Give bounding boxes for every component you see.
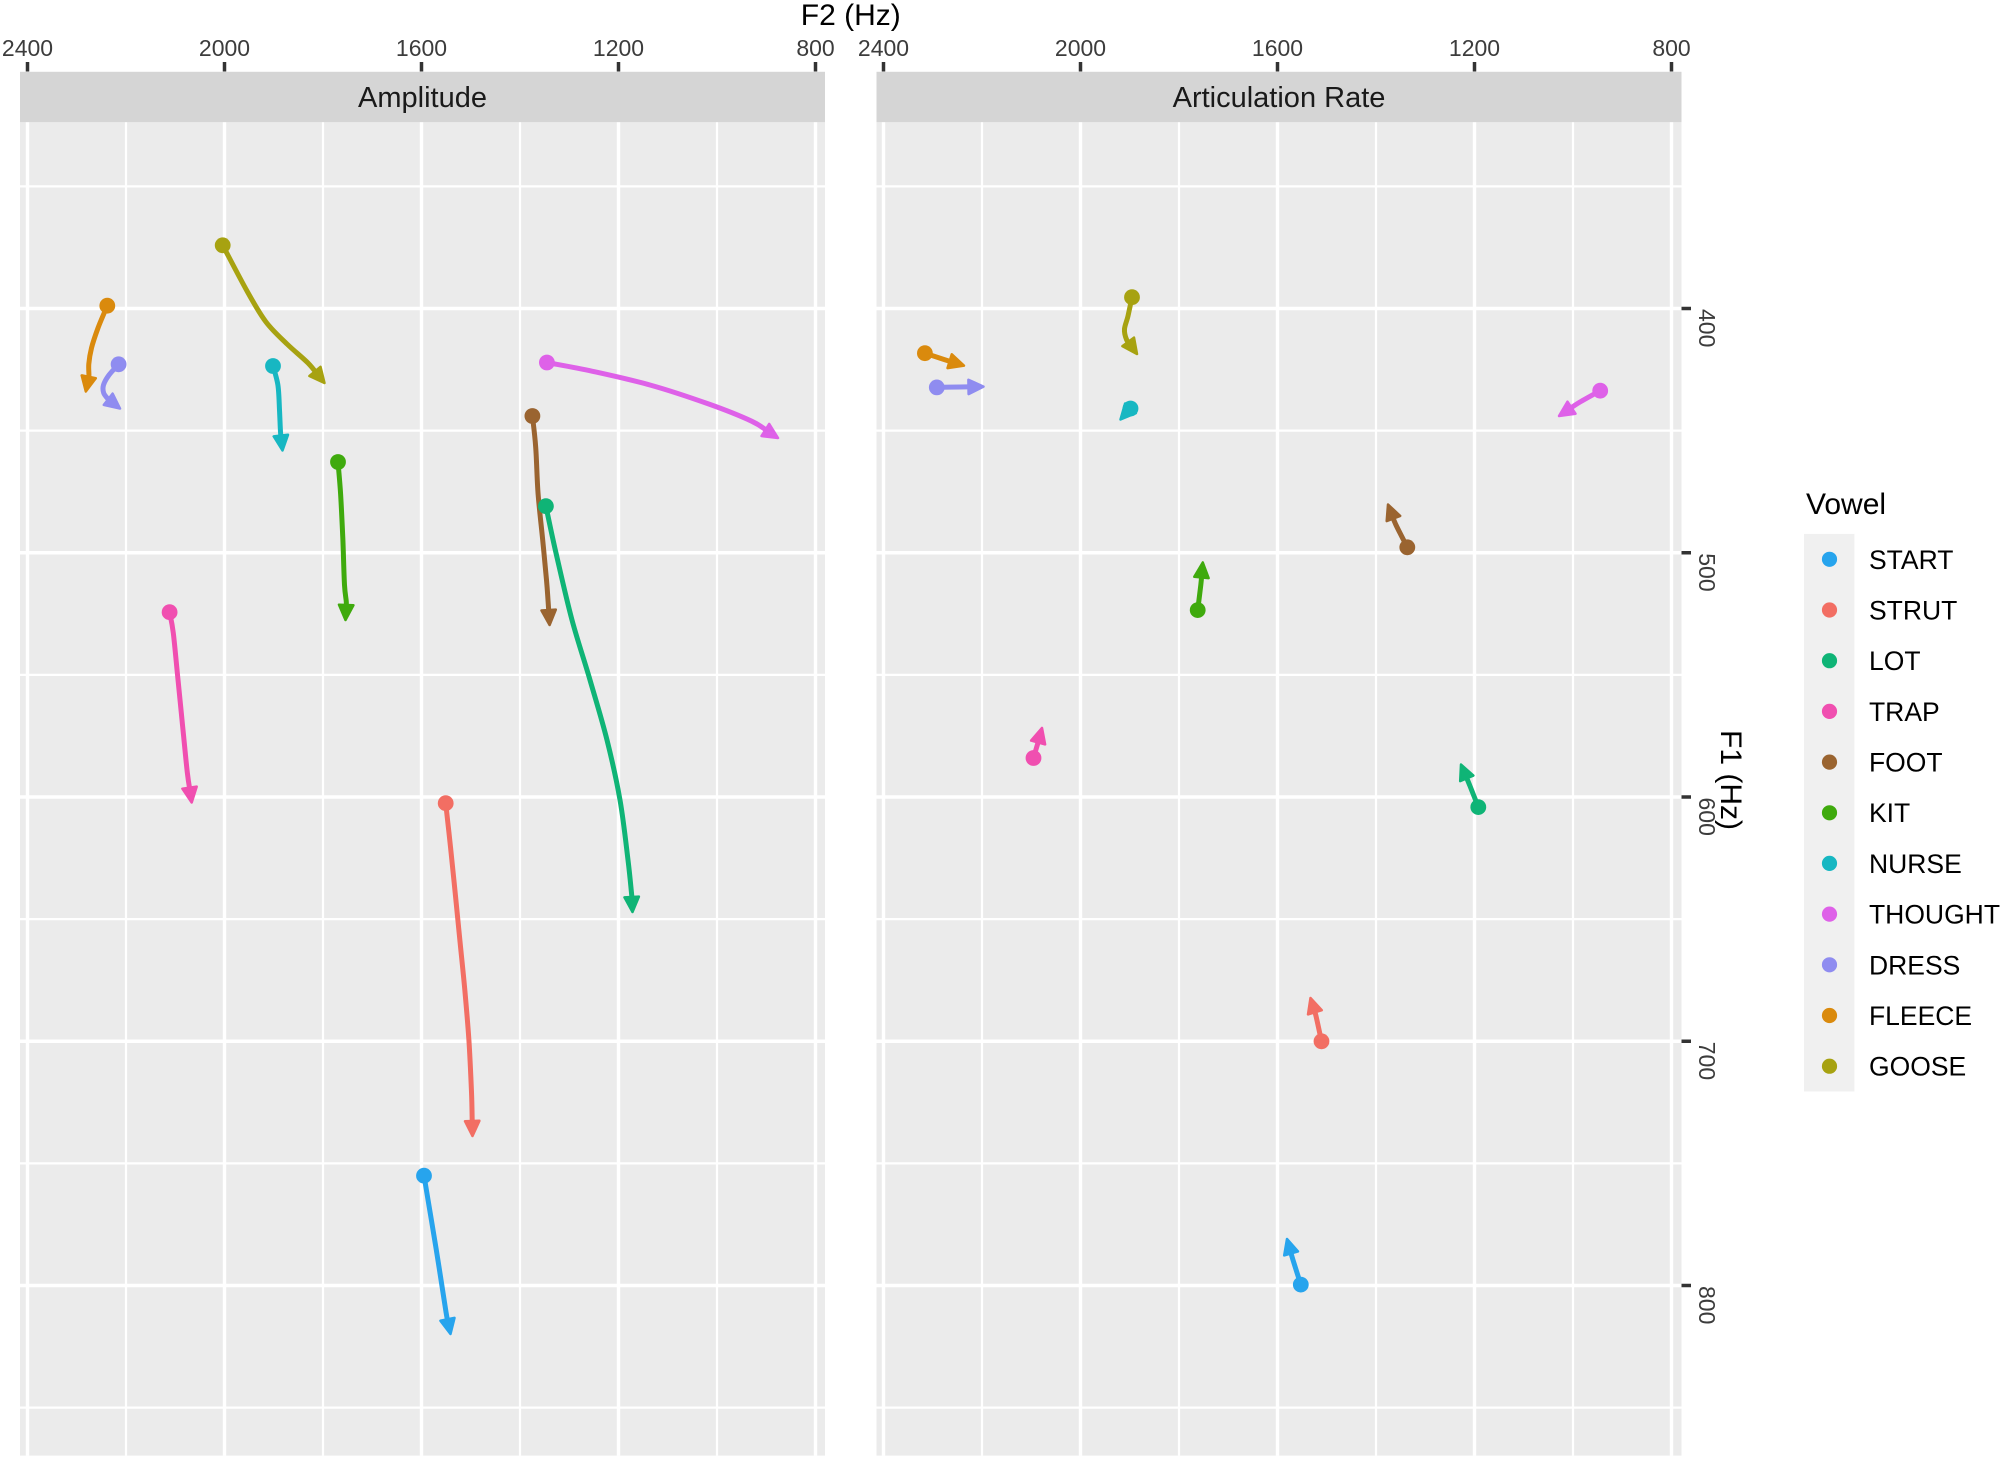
svg-text:1600: 1600 — [396, 35, 447, 61]
svg-text:THOUGHT: THOUGHT — [1869, 900, 2000, 930]
svg-text:400: 400 — [1694, 309, 1720, 347]
svg-text:500: 500 — [1694, 553, 1720, 591]
svg-text:700: 700 — [1694, 1042, 1720, 1080]
svg-text:FLEECE: FLEECE — [1869, 1001, 1972, 1031]
svg-text:800: 800 — [1694, 1286, 1720, 1324]
svg-text:START: START — [1869, 545, 1953, 575]
svg-text:2000: 2000 — [199, 35, 250, 61]
svg-text:DRESS: DRESS — [1869, 950, 1960, 980]
svg-text:TRAP: TRAP — [1869, 697, 1940, 727]
svg-text:800: 800 — [796, 35, 834, 61]
svg-text:NURSE: NURSE — [1869, 849, 1962, 879]
svg-text:FOOT: FOOT — [1869, 748, 1943, 778]
svg-text:2400: 2400 — [2, 35, 53, 61]
svg-text:1600: 1600 — [1252, 35, 1303, 61]
svg-text:Amplitude: Amplitude — [358, 82, 487, 114]
svg-text:2000: 2000 — [1055, 35, 1106, 61]
svg-text:1200: 1200 — [593, 35, 644, 61]
svg-text:2400: 2400 — [858, 35, 909, 61]
svg-text:1200: 1200 — [1449, 35, 1500, 61]
svg-text:Vowel: Vowel — [1806, 488, 1886, 521]
svg-text:600: 600 — [1694, 798, 1720, 836]
svg-text:KIT: KIT — [1869, 798, 1910, 828]
svg-text:F2 (Hz): F2 (Hz) — [801, 0, 901, 32]
svg-text:STRUT: STRUT — [1869, 596, 1957, 626]
svg-text:800: 800 — [1652, 35, 1690, 61]
svg-text:F1 (Hz): F1 (Hz) — [1714, 730, 1747, 830]
svg-text:Articulation Rate: Articulation Rate — [1173, 82, 1386, 114]
svg-text:GOOSE: GOOSE — [1869, 1052, 1966, 1082]
svg-text:LOT: LOT — [1869, 646, 1921, 676]
